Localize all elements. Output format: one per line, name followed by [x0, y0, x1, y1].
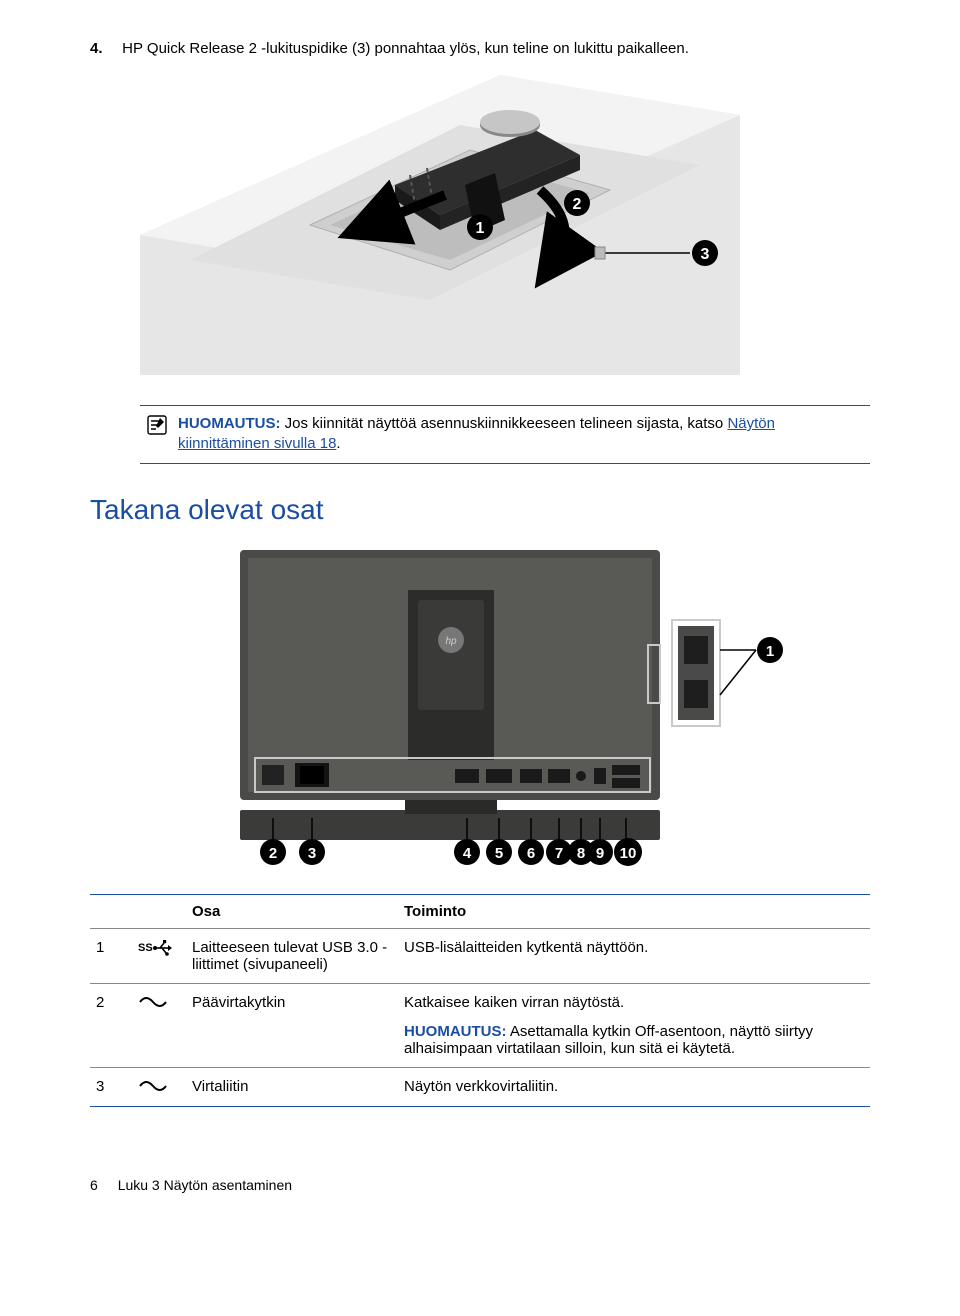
row-component: Virtaliitin: [186, 1067, 398, 1106]
row-function: USB-lisälaitteiden kytkentä näyttöön.: [398, 928, 870, 983]
ac-wave-icon: [132, 983, 186, 1067]
svg-text:8: 8: [577, 845, 585, 862]
table-row: 3 Virtaliitin Näytön verkkovirtaliitin.: [90, 1067, 870, 1106]
step-text: HP Quick Release 2 -lukituspidike (3) po…: [122, 40, 689, 57]
usb-ss-icon: SS: [132, 928, 186, 983]
th-toiminto: Toiminto: [398, 894, 870, 928]
fig1-callout-2: 2: [573, 196, 582, 213]
svg-text:1: 1: [766, 643, 774, 660]
section-heading: Takana olevat osat: [90, 494, 870, 526]
chapter-label: Luku 3 Näytön asentaminen: [118, 1177, 292, 1193]
row-component: Päävirtakytkin: [186, 983, 398, 1067]
row-num: 1: [90, 928, 132, 983]
svg-text:3: 3: [308, 845, 316, 862]
fig1-callout-1: 1: [476, 220, 485, 237]
th-osa: Osa: [186, 894, 398, 928]
svg-text:SS: SS: [138, 942, 153, 954]
row-function: Näytön verkkovirtaliitin.: [398, 1067, 870, 1106]
svg-text:2: 2: [269, 845, 277, 862]
note-icon: [146, 414, 168, 440]
svg-text:6: 6: [527, 845, 535, 862]
svg-text:10: 10: [620, 845, 637, 862]
svg-text:hp: hp: [445, 636, 457, 647]
figure-rear-components: hp: [90, 540, 870, 874]
row-num: 2: [90, 983, 132, 1067]
step-number: 4.: [90, 40, 118, 57]
note-text: HUOMAUTUS: Jos kiinnität näyttöä asennus…: [178, 414, 864, 455]
row-component: Laitteeseen tulevat USB 3.0 -liittimet (…: [186, 928, 398, 983]
svg-text:7: 7: [555, 845, 563, 862]
svg-text:4: 4: [463, 845, 472, 862]
svg-text:9: 9: [596, 845, 604, 862]
figure-quick-release: 1 2 3: [140, 75, 870, 375]
parts-table: Osa Toiminto 1 SS: [90, 894, 870, 1107]
note-label: HUOMAUTUS:: [178, 415, 281, 432]
note-before-link: Jos kiinnität näyttöä asennuskiinnikkees…: [285, 415, 728, 432]
step-line: 4. HP Quick Release 2 -lukituspidike (3)…: [90, 40, 870, 57]
note-box: HUOMAUTUS: Jos kiinnität näyttöä asennus…: [140, 405, 870, 464]
page-footer: 6 Luku 3 Näytön asentaminen: [90, 1177, 870, 1193]
table-row: 1 SS Laitteeseen tulevat USB 3.0 -liitti…: [90, 928, 870, 983]
row-function: Katkaisee kaiken virran näytöstä. HUOMAU…: [398, 983, 870, 1067]
ac-wave-icon: [132, 1067, 186, 1106]
row-num: 3: [90, 1067, 132, 1106]
row-note-label: HUOMAUTUS:: [404, 1023, 507, 1040]
svg-text:5: 5: [495, 845, 503, 862]
fig1-callout-3: 3: [701, 246, 710, 263]
table-row: 2 Päävirtakytkin Katkaisee kaiken virran…: [90, 983, 870, 1067]
page-number: 6: [90, 1177, 98, 1193]
note-after-link: .: [336, 435, 340, 452]
